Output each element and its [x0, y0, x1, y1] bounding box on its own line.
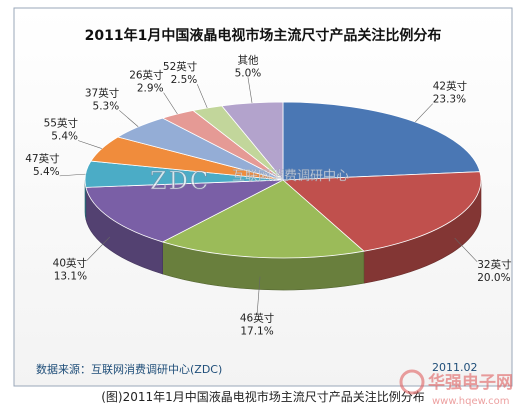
- label-value-slice-7: 5.3%: [93, 100, 120, 112]
- leader-slice-6: [77, 140, 102, 149]
- pie-slice-10: [221, 101, 284, 182]
- chart-title: 2011年1月中国液晶电视市场主流尺寸产品关注比例分布: [85, 27, 442, 44]
- figure-caption: (图)2011年1月中国液晶电视市场主流尺寸产品关注比例分布: [101, 390, 425, 404]
- label-name-slice-2: 32英寸: [477, 258, 511, 271]
- zdc-logo-text: ZDC: [150, 167, 210, 195]
- leader-slice-7: [119, 110, 139, 128]
- label-name-slice-8: 26英寸: [129, 69, 163, 82]
- label-value-slice-10: 5.0%: [235, 67, 262, 79]
- label-name-slice-9: 52英寸: [163, 60, 197, 73]
- label-value-slice-1: 23.3%: [433, 94, 466, 106]
- leader-slice-8: [163, 92, 178, 115]
- leader-slice-3: [256, 276, 261, 316]
- label-value-slice-5: 5.4%: [33, 166, 60, 178]
- label-name-slice-5: 47英寸: [25, 152, 59, 165]
- data-source: 数据来源：互联网消费调研中心(ZDC): [36, 363, 223, 376]
- pie-slice-4: [85, 179, 284, 243]
- pie-leaders: [59, 77, 478, 316]
- label-value-slice-3: 17.1%: [240, 325, 273, 337]
- leader-slice-10: [247, 77, 253, 104]
- label-value-slice-6: 5.4%: [51, 130, 78, 142]
- site-brand: 华强电子网: [428, 372, 513, 393]
- leader-slice-2: [454, 237, 478, 263]
- zdc-watermark: ZDC 互联网消费调研中心: [150, 167, 350, 196]
- label-name-slice-6: 55英寸: [44, 116, 78, 129]
- label-value-slice-8: 2.9%: [137, 83, 164, 95]
- site-url: www.hqew.com: [432, 396, 509, 407]
- label-name-slice-1: 42英寸: [433, 80, 467, 93]
- pie-slice-3: [161, 179, 365, 259]
- zdc-name-text: 互联网消费调研中心: [232, 169, 349, 184]
- label-value-slice-4: 13.1%: [54, 270, 87, 282]
- leader-slice-1: [415, 103, 433, 123]
- pie-slice-2: [281, 171, 482, 252]
- label-name-slice-4: 40英寸: [53, 256, 87, 269]
- leader-slice-4: [86, 236, 111, 261]
- leader-slice-9: [197, 84, 208, 109]
- label-value-slice-9: 2.5%: [171, 74, 198, 86]
- site-watermark: 华强电子网 www.hqew.com: [399, 369, 513, 407]
- label-value-slice-2: 20.0%: [477, 272, 510, 284]
- publish-date: 2011.02: [432, 361, 478, 374]
- label-name-slice-7: 37英寸: [85, 86, 119, 99]
- label-name-slice-3: 46英寸: [240, 311, 274, 324]
- leader-slice-5: [59, 173, 86, 177]
- pie-slice-1: [282, 101, 481, 181]
- pie-top: [84, 101, 482, 259]
- pie-walls: [84, 179, 482, 291]
- site-logo-icon: [399, 369, 425, 395]
- label-name-slice-10: 其他: [237, 53, 258, 66]
